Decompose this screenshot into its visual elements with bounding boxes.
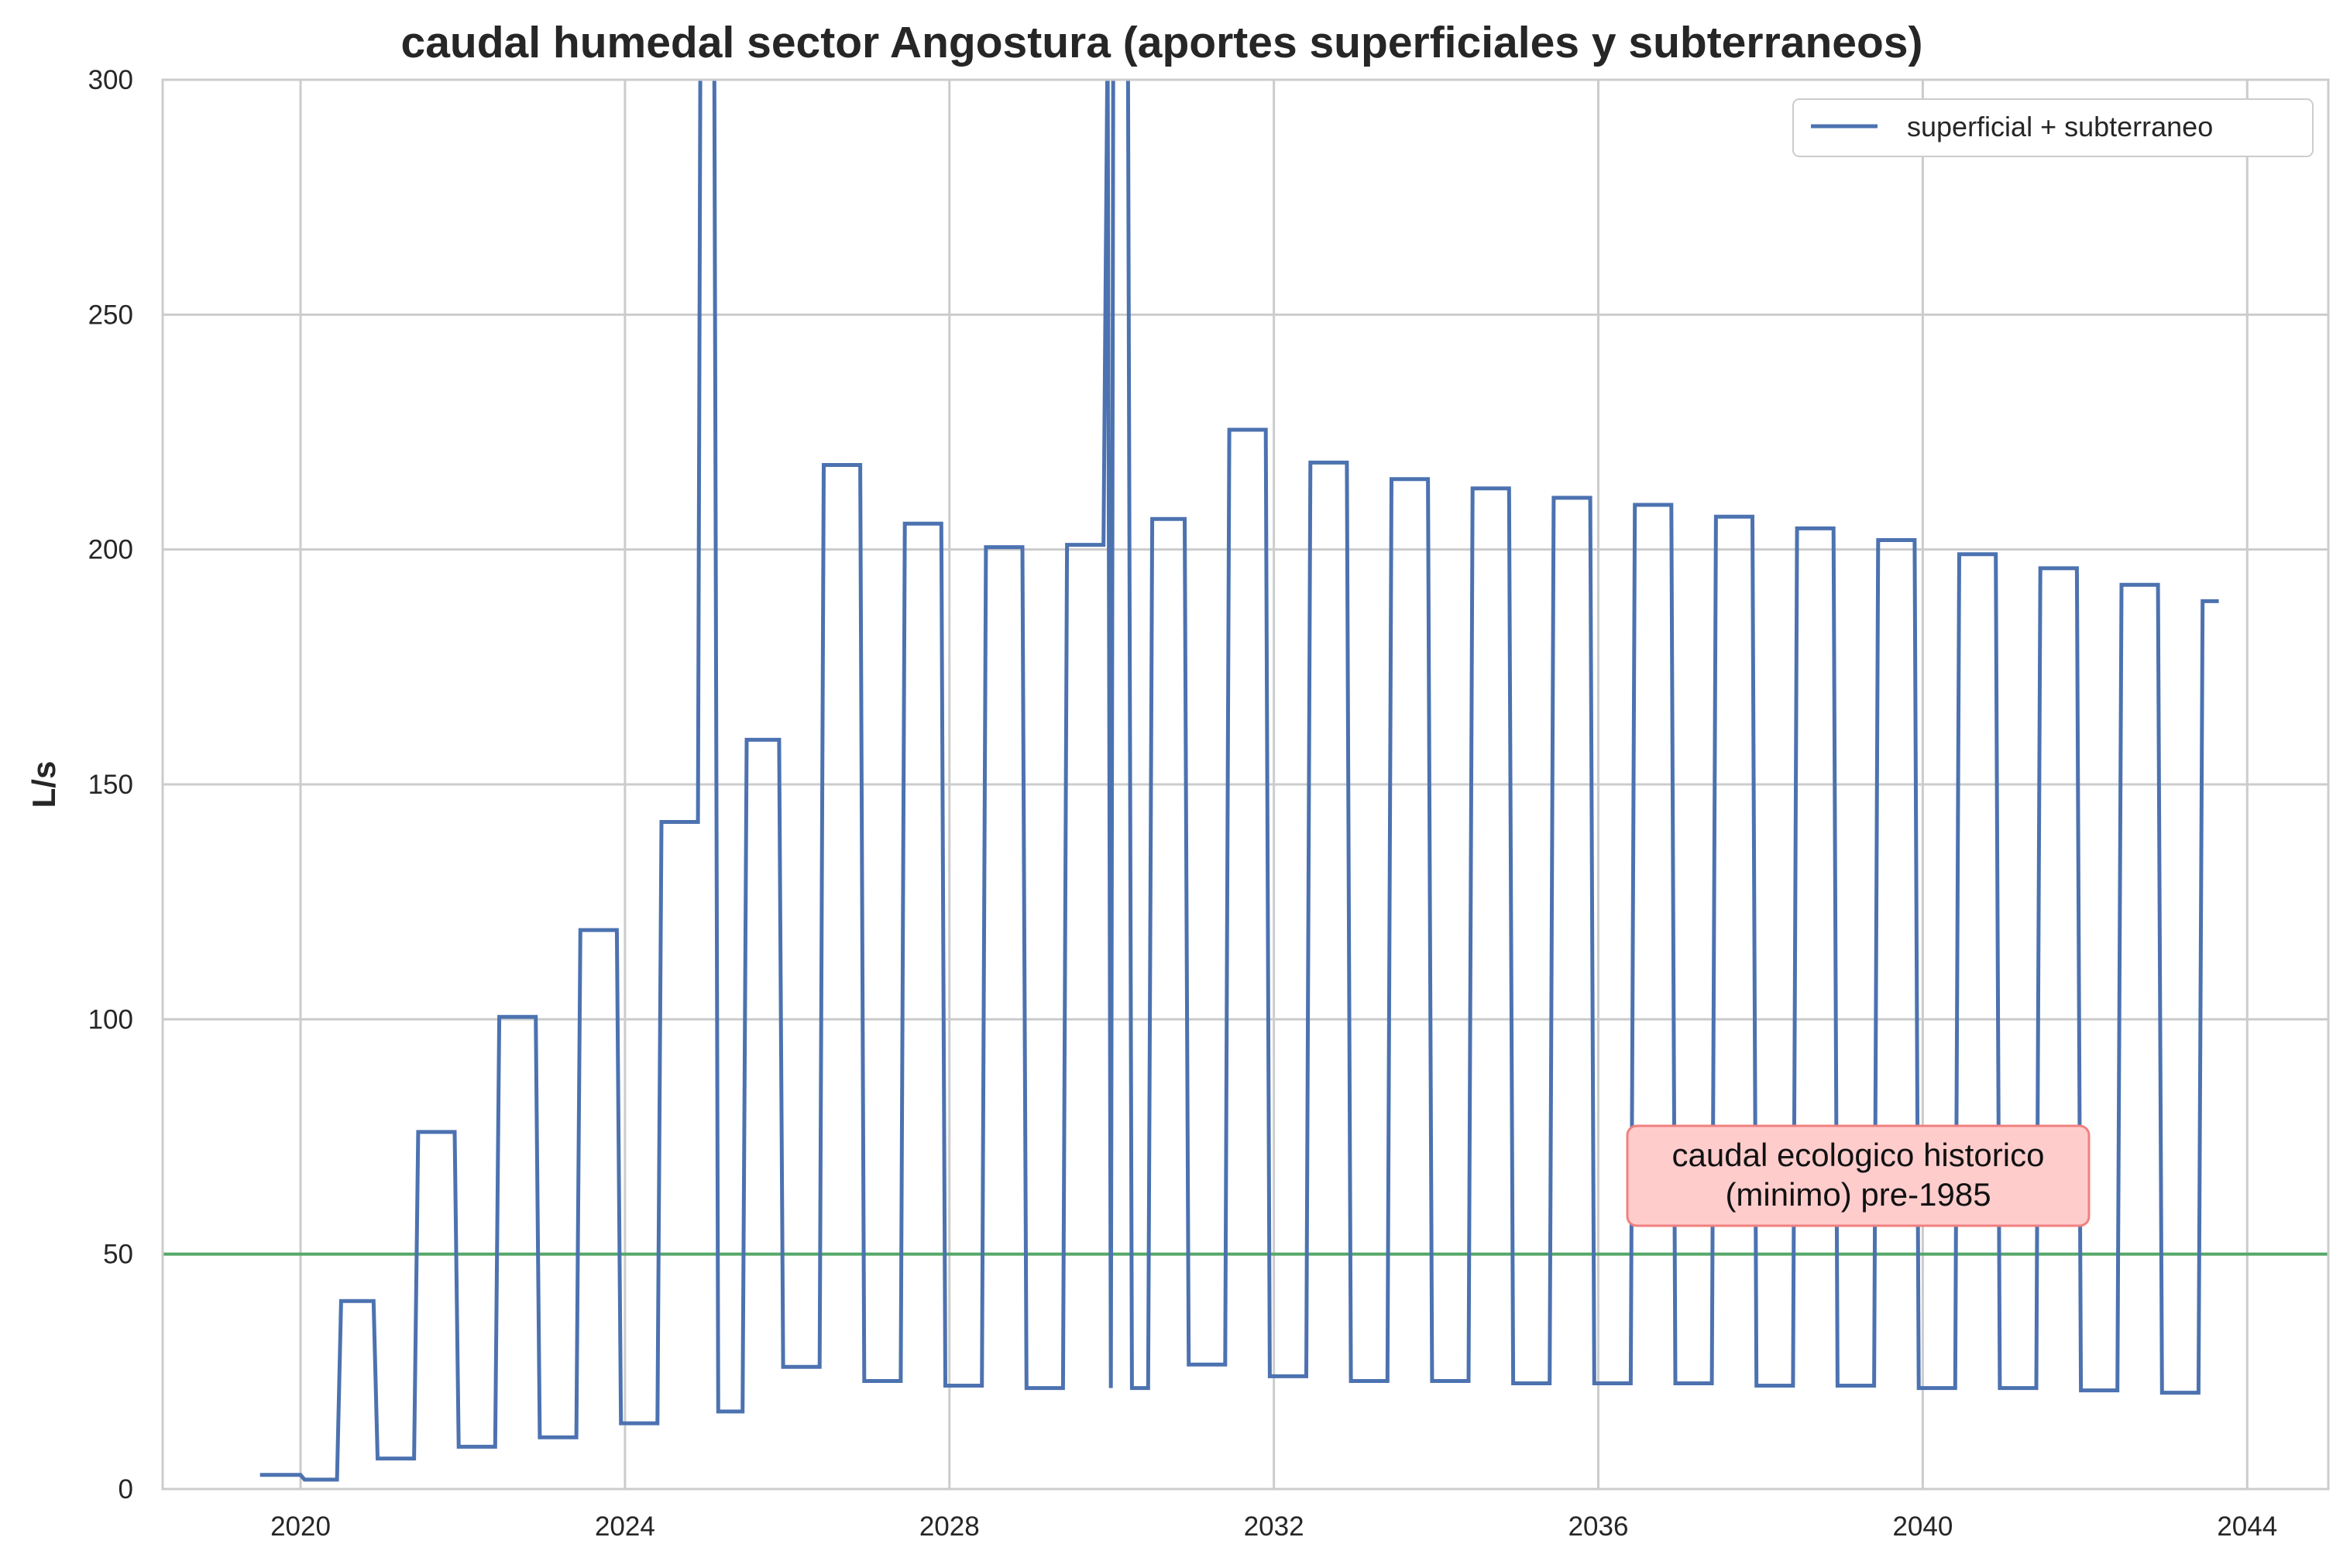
x-tick-label: 2036 [1568, 1511, 1629, 1542]
annotation: caudal ecologico historico (minimo) pre-… [1626, 1124, 2091, 1227]
x-tick-label: 2020 [270, 1511, 331, 1542]
x-tick-label: 2044 [2217, 1511, 2277, 1542]
axis-ticks: 2020 2024 2028 2032 2036 2040 2044 0 50 100 150 200… [88, 65, 2278, 1542]
legend: superficial + subterraneo [1792, 98, 2314, 157]
x-tick-label: 2032 [1244, 1511, 1304, 1542]
annotation-box [1626, 1124, 2091, 1227]
y-tick-label: 50 [103, 1240, 133, 1270]
x-tick-label: 2040 [1892, 1511, 1953, 1542]
y-tick-label: 200 [88, 535, 133, 565]
y-tick-label: 250 [88, 300, 133, 330]
y-tick-label: 100 [88, 1004, 133, 1034]
legend-box [1792, 98, 2314, 157]
y-axis-label: L/s [26, 761, 62, 808]
annotation-line-1: caudal ecologico historico [1672, 1137, 2045, 1173]
plot-frame [161, 78, 2330, 1491]
y-tick-label: 300 [88, 65, 133, 95]
annotation-line-2: (minimo) pre-1985 [1725, 1176, 1991, 1213]
legend-label: superficial + subterraneo [1907, 111, 2213, 142]
y-tick-label: 150 [88, 770, 133, 800]
y-tick-label: 0 [119, 1474, 133, 1505]
series-line-superficial-subterraneo [259, 80, 2219, 1482]
x-tick-label: 2028 [919, 1511, 980, 1542]
chart-title: caudal humedal sector Angostura (aportes… [401, 18, 1923, 67]
x-tick-label: 2024 [595, 1511, 655, 1542]
